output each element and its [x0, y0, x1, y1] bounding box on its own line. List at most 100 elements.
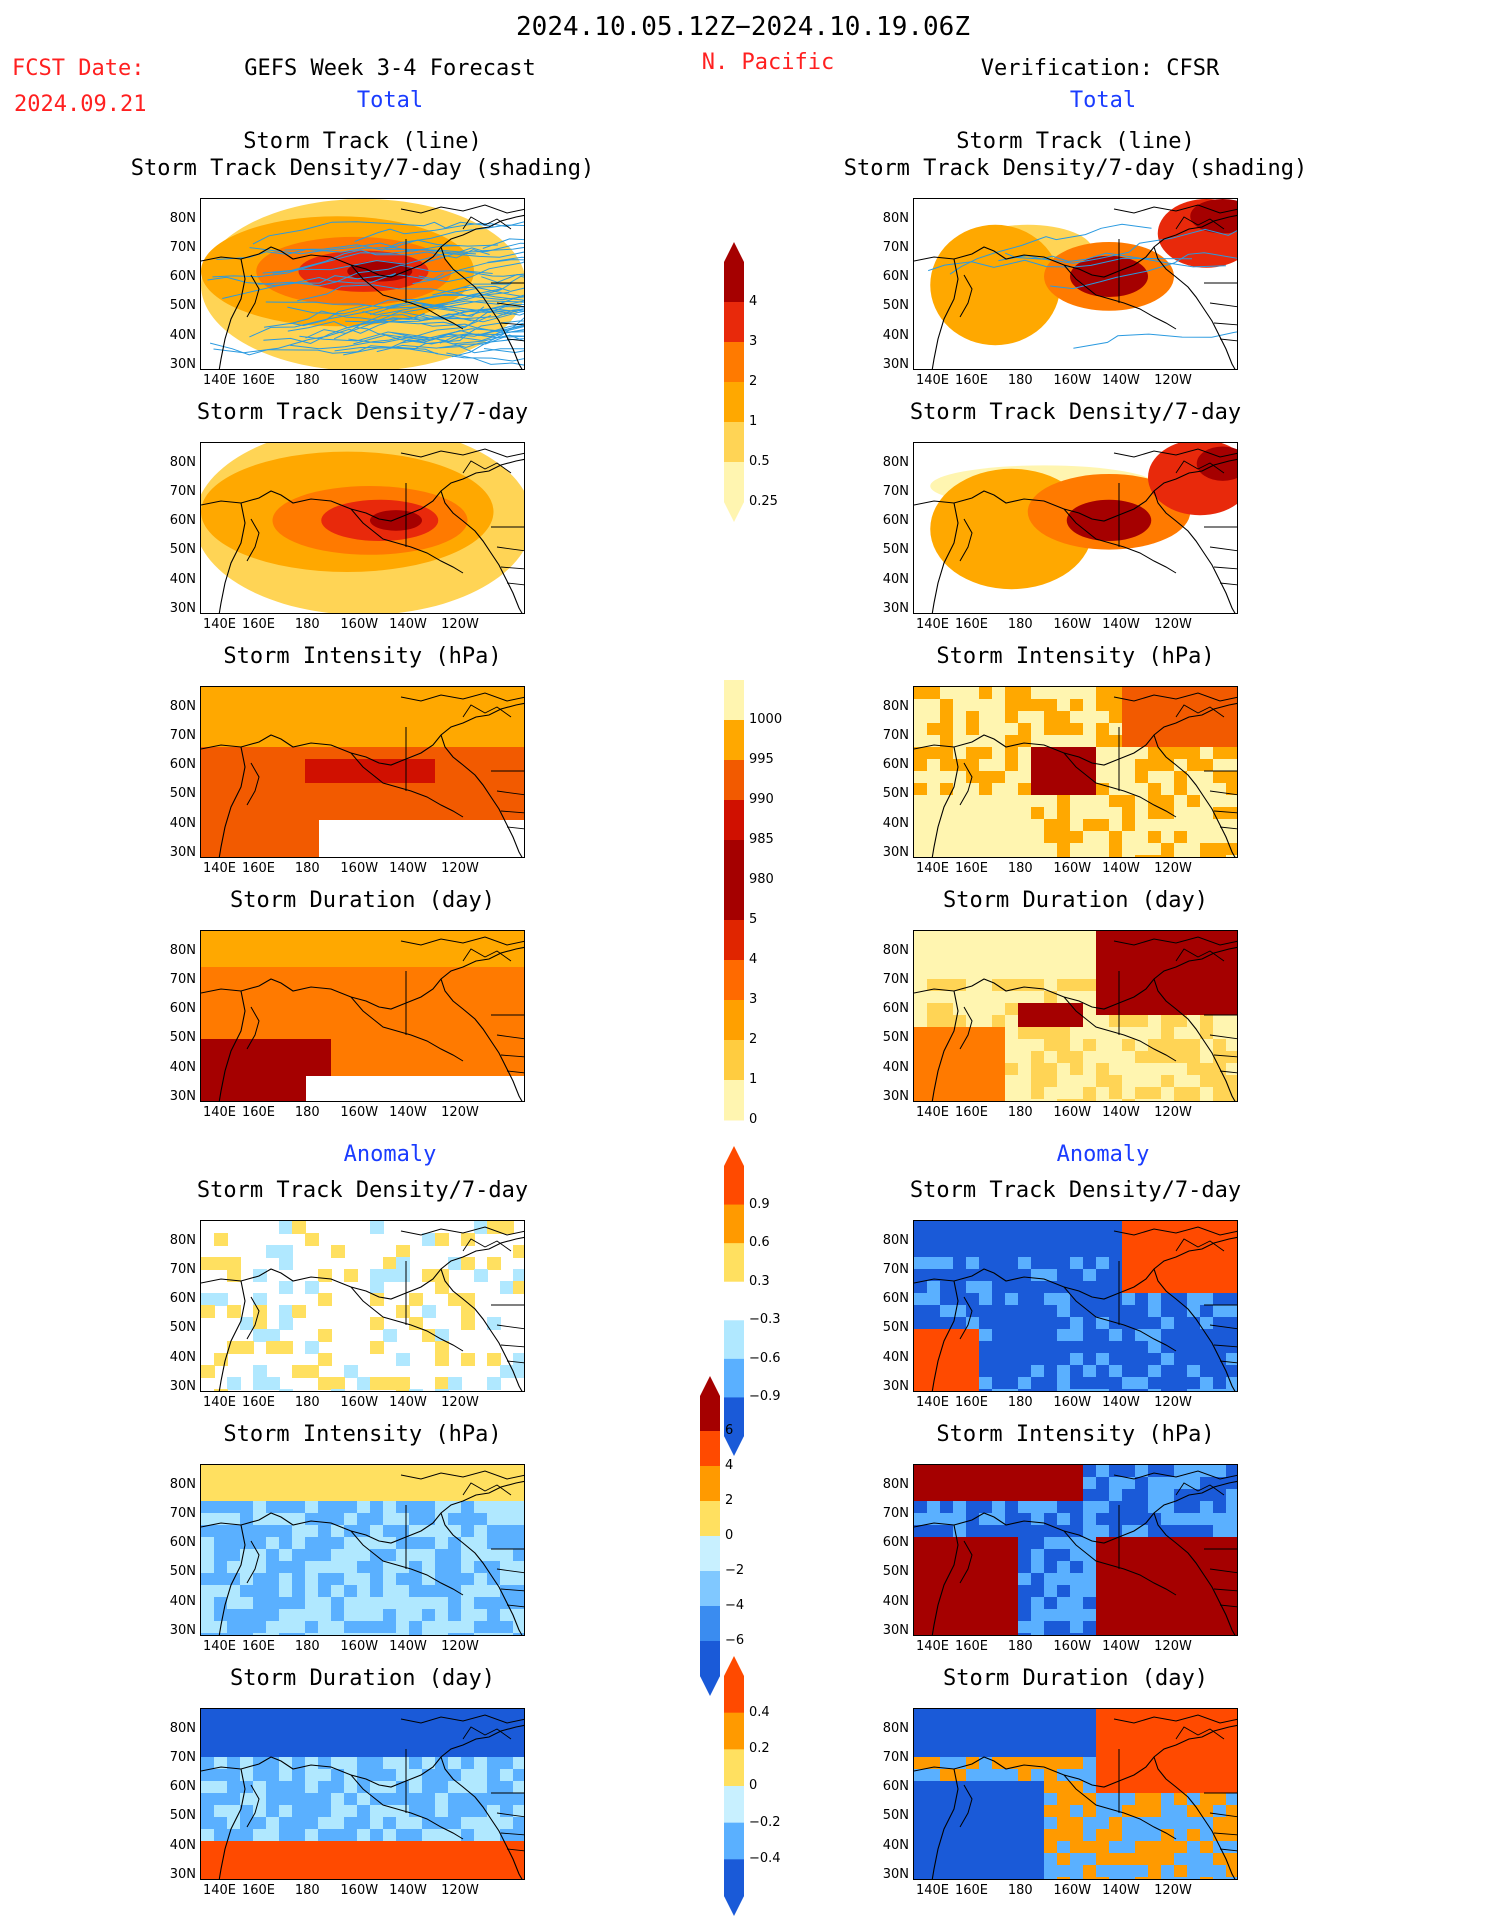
lat-label: 30N: [882, 1379, 909, 1395]
lon-label: 160W: [1053, 617, 1092, 632]
lat-label: 80N: [882, 1720, 909, 1736]
lon-label: 160E: [954, 1105, 989, 1120]
map-left-3: [200, 930, 525, 1102]
lat-label: 40N: [882, 1059, 909, 1075]
fcst-date-label: FCST Date:: [12, 56, 145, 81]
lat-label: 60N: [882, 757, 909, 773]
lon-label: 140W: [1102, 617, 1140, 632]
lon-label: 140E: [202, 1883, 237, 1898]
colorbar-label: 0: [749, 1778, 758, 1793]
lon-label: 140E: [202, 1105, 237, 1120]
colorbar-density: [722, 242, 746, 526]
lat-label: 50N: [169, 298, 196, 314]
colorbar-label: 1: [749, 1072, 758, 1087]
colorbar-label: 3: [749, 334, 758, 349]
lat-label: 60N: [169, 513, 196, 529]
lon-label: 180: [1007, 1639, 1033, 1654]
lon-label: 140W: [1102, 1105, 1140, 1120]
panel-title-right-3: Storm Duration (day): [943, 888, 1208, 913]
colorbar-label: 2: [725, 1493, 734, 1508]
panel-title-right-0: Storm Track (line): [956, 129, 1195, 154]
lat-label: 30N: [169, 1089, 196, 1105]
colorbar-label: 0.5: [749, 454, 770, 469]
lat-label: 70N: [882, 483, 909, 499]
lon-label: 120W: [441, 1639, 479, 1654]
map-left-2: [200, 686, 525, 858]
colorbar-label: 995: [749, 752, 774, 767]
lat-label: 80N: [169, 1720, 196, 1736]
lon-label: 140W: [1102, 861, 1140, 876]
lon-label: 120W: [1154, 1395, 1192, 1410]
lat-label: 50N: [169, 1320, 196, 1336]
lat-label: 70N: [882, 1505, 909, 1521]
lat-label: 30N: [882, 601, 909, 617]
lon-label: 140E: [202, 1639, 237, 1654]
lon-label: 160W: [340, 1395, 379, 1410]
colorbar-label: 0.9: [749, 1196, 770, 1212]
map-right-3: [913, 930, 1238, 1102]
panel-title-left-2: Storm Intensity (hPa): [223, 644, 502, 669]
lon-label: 160E: [241, 1105, 276, 1120]
lon-label: 160E: [241, 617, 276, 632]
lon-label: 180: [1007, 1105, 1033, 1120]
map-field-right-4: [914, 1221, 1237, 1391]
colorbar-label: 0: [749, 1112, 758, 1127]
colorbar-label: 4: [725, 1458, 734, 1473]
lon-label: 140W: [389, 1639, 427, 1654]
lat-label: 50N: [882, 1030, 909, 1046]
map-left-4: [200, 1220, 525, 1392]
date-range-title: 2024.10.05.12Z−2024.10.19.06Z: [516, 12, 970, 42]
colorbar-label: −6: [725, 1633, 745, 1648]
lat-label: 80N: [882, 698, 909, 714]
lat-label: 70N: [882, 1749, 909, 1765]
fcst-date-value: 2024.09.21: [14, 92, 147, 117]
map-right-0: [913, 198, 1238, 370]
lon-label: 120W: [441, 1395, 479, 1410]
colorbar-label: 1: [749, 414, 758, 429]
lat-label: 40N: [882, 327, 909, 343]
lat-label: 60N: [169, 1001, 196, 1017]
lon-label: 180: [294, 617, 320, 632]
lon-label: 160W: [340, 617, 379, 632]
lon-label: 160W: [1053, 1395, 1092, 1410]
lat-label: 60N: [169, 1535, 196, 1551]
lon-label: 140E: [202, 373, 237, 388]
colorbar-label: −0.6: [749, 1350, 781, 1366]
lon-label: 140E: [202, 617, 237, 632]
lat-label: 40N: [882, 571, 909, 587]
map-left-1: [200, 442, 525, 614]
colorbar-label: −0.4: [749, 1851, 781, 1867]
map-field-left-6: [201, 1709, 524, 1879]
lat-label: 40N: [169, 327, 196, 343]
total-label-left: Total: [356, 88, 424, 113]
forecast-title: GEFS Week 3-4 Forecast: [244, 56, 536, 81]
lon-label: 140E: [915, 1105, 950, 1120]
map-left-5: [200, 1464, 525, 1636]
lon-label: 140W: [389, 617, 427, 632]
lat-label: 80N: [169, 210, 196, 226]
lon-label: 140E: [915, 373, 950, 388]
colorbar-label: 0.4: [749, 1704, 770, 1720]
colorbar-label: 0.6: [749, 1235, 770, 1251]
lon-label: 140E: [915, 1883, 950, 1898]
lon-label: 160E: [241, 1883, 276, 1898]
colorbar-label: 990: [749, 792, 774, 807]
lon-label: 160W: [1053, 1105, 1092, 1120]
lat-label: 80N: [882, 1476, 909, 1492]
lat-label: 80N: [169, 1476, 196, 1492]
lat-label: 80N: [169, 698, 196, 714]
lat-label: 30N: [882, 1623, 909, 1639]
map-field-right-5: [914, 1465, 1237, 1635]
lon-label: 140W: [1102, 1883, 1140, 1898]
lat-label: 40N: [882, 1837, 909, 1853]
lat-label: 50N: [882, 542, 909, 558]
lon-label: 180: [294, 1639, 320, 1654]
lon-label: 160E: [954, 373, 989, 388]
colorbar-label: 2: [749, 374, 758, 389]
lon-label: 160W: [1053, 861, 1092, 876]
lat-label: 70N: [169, 1261, 196, 1277]
lon-label: 140E: [915, 1639, 950, 1654]
lat-label: 30N: [169, 1623, 196, 1639]
lat-label: 80N: [882, 210, 909, 226]
map-field-right-1: [914, 443, 1237, 613]
